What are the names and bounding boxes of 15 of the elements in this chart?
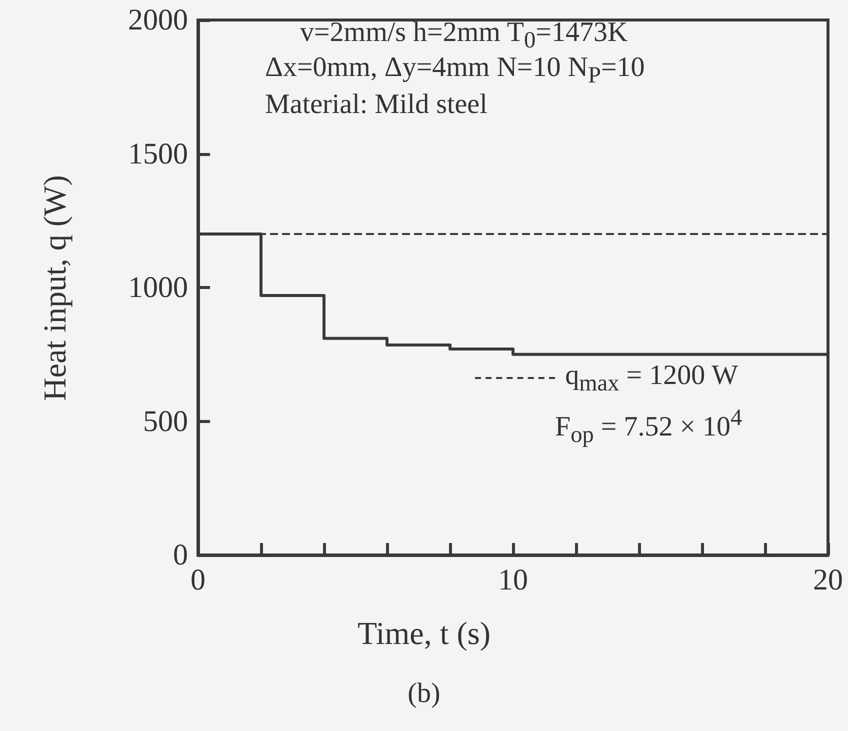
- annotation: F$_{op}$ = 7.52 × 10$^{4}$: [555, 405, 742, 449]
- annotation: Δx=0mm, Δy=4mm N=10 N$_{P}$=10: [265, 52, 645, 90]
- y-tick-label: 500: [143, 404, 188, 438]
- text: (b): [408, 678, 440, 710]
- x-axis-title: Time, t (s): [357, 615, 491, 652]
- annotation: v=2mm/s h=2mm T$_{0}$=1473K: [300, 17, 628, 54]
- legend-label: q$_{max}$ = 1200 W: [565, 360, 738, 397]
- y-tick-label: 1500: [128, 137, 188, 170]
- x-tick-label: 20: [813, 564, 843, 596]
- y-axis-title: Heat input, q (W): [36, 175, 74, 401]
- y-tick-label: 0: [173, 538, 188, 572]
- y-tick-label: 1000: [128, 271, 188, 304]
- x-tick-label: 10: [498, 564, 528, 596]
- y-tick-label: 2000: [128, 4, 188, 36]
- annotation: Material: Mild steel: [265, 89, 488, 121]
